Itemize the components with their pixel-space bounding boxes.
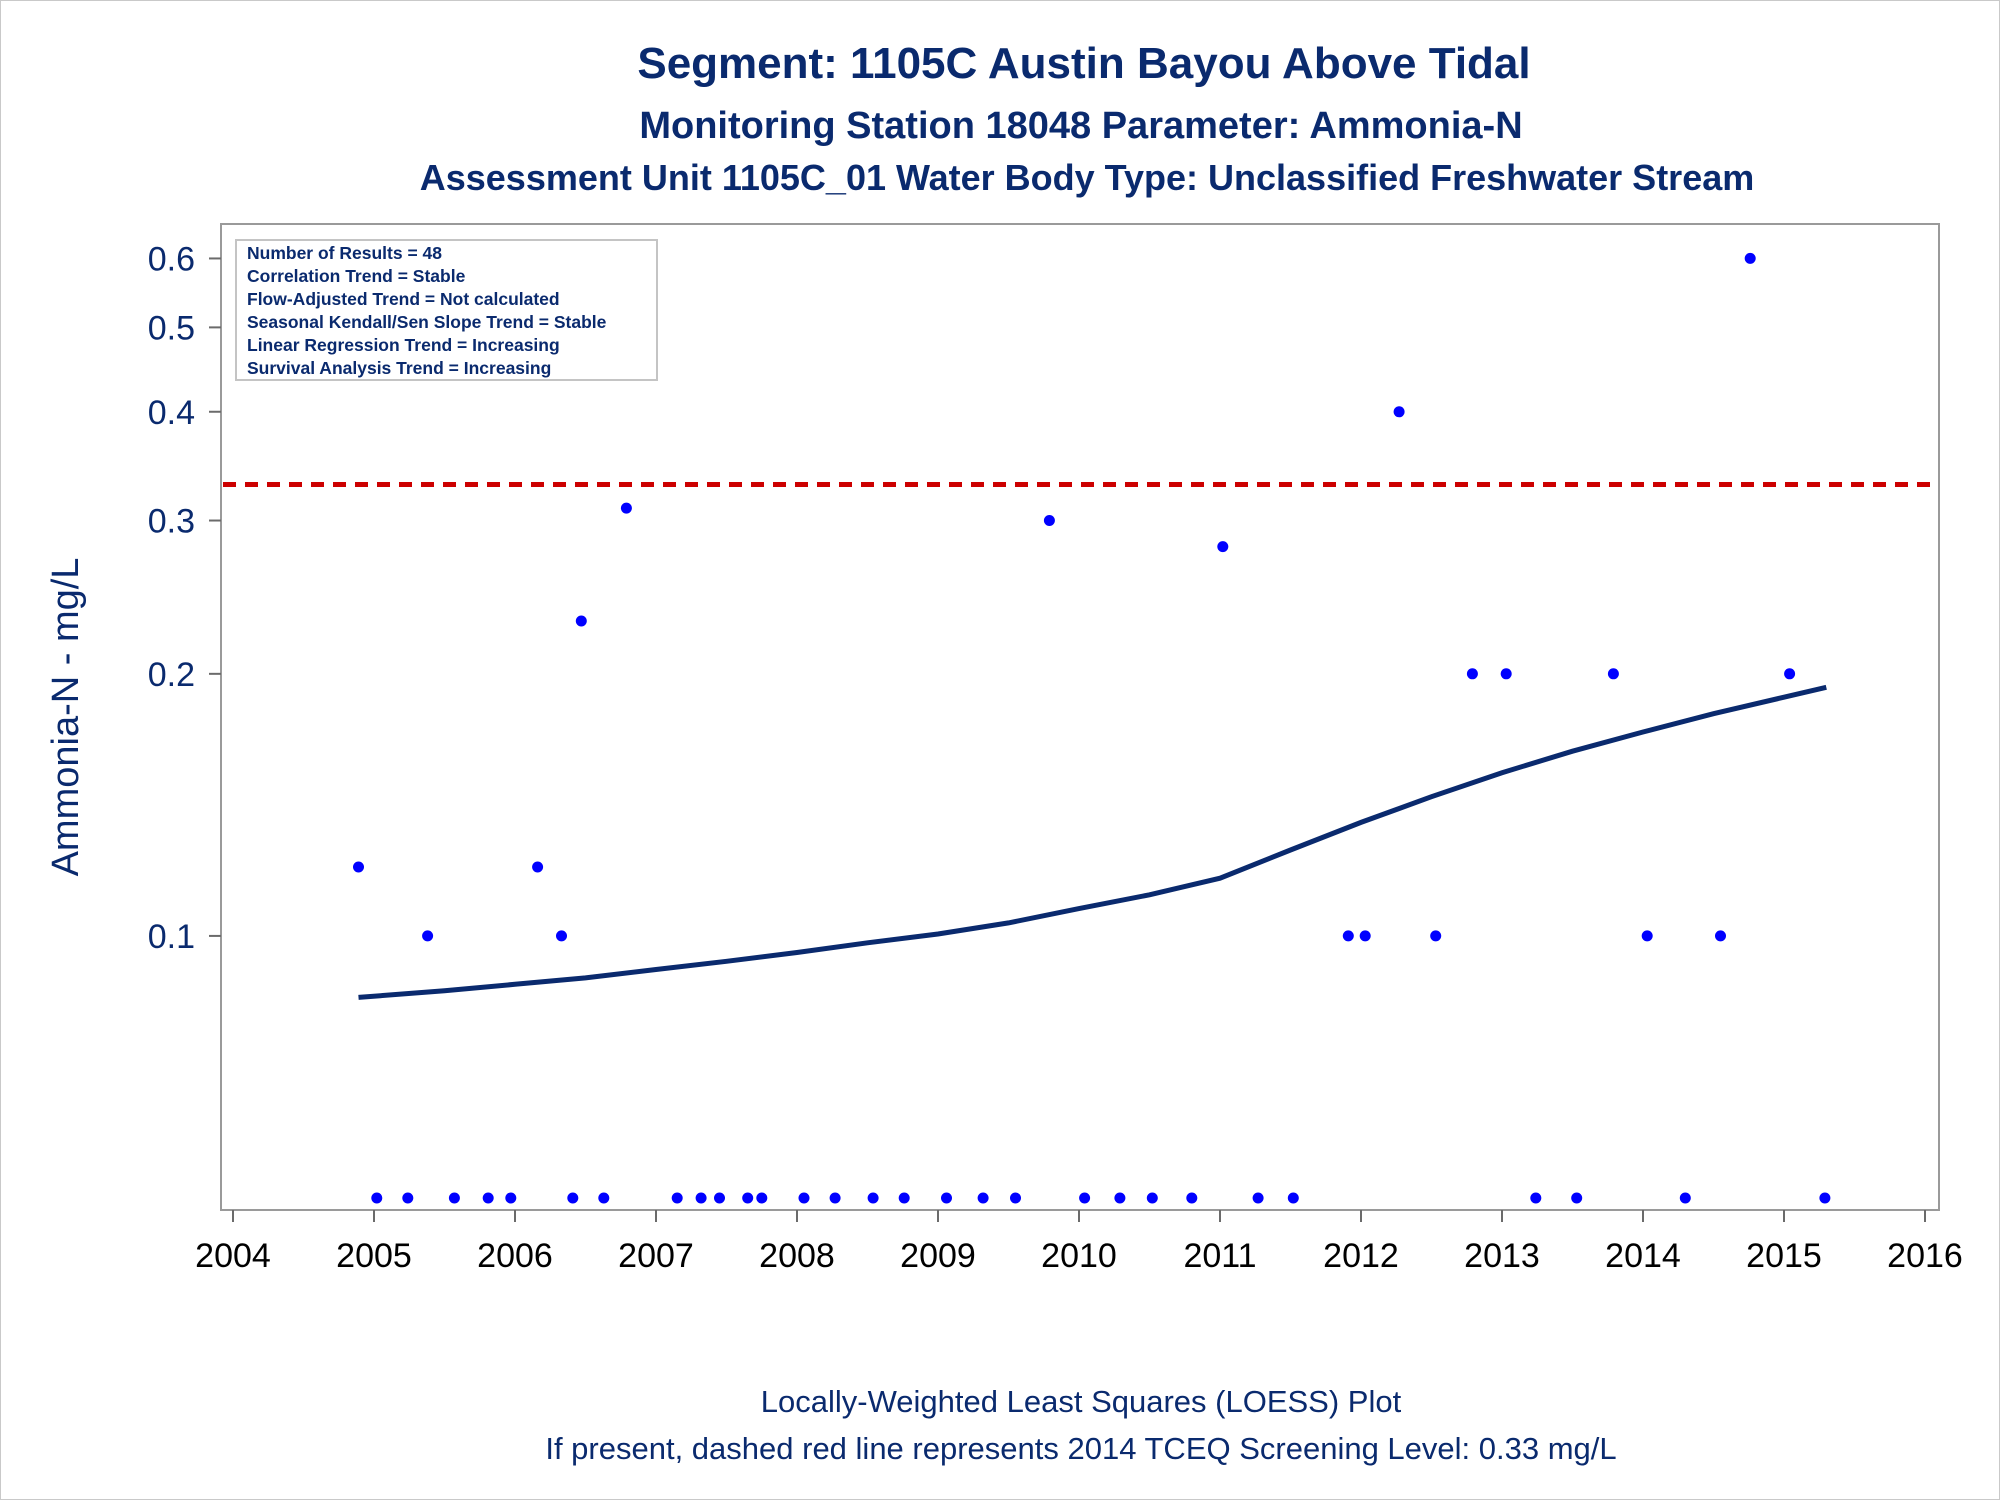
data-point bbox=[567, 1192, 579, 1204]
scatter-points bbox=[353, 252, 1831, 1204]
x-tick-label: 2005 bbox=[336, 1237, 412, 1275]
x-tick-label: 2004 bbox=[195, 1237, 271, 1275]
data-point bbox=[671, 1192, 683, 1204]
data-point bbox=[1744, 252, 1756, 264]
x-tick-label: 2006 bbox=[477, 1237, 553, 1275]
data-point bbox=[1500, 668, 1512, 680]
data-point bbox=[402, 1192, 414, 1204]
data-point bbox=[1715, 930, 1726, 942]
x-tick-label: 2009 bbox=[900, 1237, 976, 1275]
data-point bbox=[798, 1192, 810, 1204]
y-axis-label: Ammonia-N - mg/L bbox=[45, 558, 87, 877]
footnote-screening-level: If present, dashed red line represents 2… bbox=[545, 1431, 1616, 1466]
data-point bbox=[1784, 668, 1796, 680]
stats-box: Number of Results = 48 Correlation Trend… bbox=[235, 239, 658, 381]
data-point bbox=[1114, 1192, 1126, 1204]
data-point bbox=[1359, 930, 1371, 942]
data-point bbox=[1252, 1192, 1264, 1204]
data-point bbox=[482, 1192, 494, 1204]
data-point bbox=[575, 615, 587, 627]
data-point bbox=[1287, 1192, 1299, 1204]
data-point bbox=[1641, 930, 1653, 942]
stats-line-linear-regression: Linear Regression Trend = Increasing bbox=[247, 335, 560, 355]
y-tick-label: 0.3 bbox=[148, 503, 195, 541]
x-tick-label: 2012 bbox=[1323, 1237, 1399, 1275]
stats-line-results: Number of Results = 48 bbox=[247, 243, 442, 263]
data-point bbox=[1010, 1192, 1021, 1204]
x-tick-label: 2010 bbox=[1041, 1237, 1117, 1275]
footnote-loess: Locally-Weighted Least Squares (LOESS) P… bbox=[761, 1384, 1402, 1419]
x-tick-label: 2014 bbox=[1605, 1237, 1681, 1275]
data-point bbox=[1530, 1192, 1542, 1204]
loess-trend-line bbox=[358, 684, 1827, 1000]
x-tick-label: 2011 bbox=[1183, 1237, 1256, 1275]
y-axis: 0.1 0.2 0.3 0.4 0.5 0.6 bbox=[148, 240, 221, 956]
stats-box-frame bbox=[235, 239, 658, 381]
data-point bbox=[1607, 668, 1619, 680]
x-tick-label: 2013 bbox=[1464, 1237, 1540, 1275]
data-point bbox=[1430, 930, 1442, 942]
stats-line-seasonal-kendall: Seasonal Kendall/Sen Slope Trend = Stabl… bbox=[247, 312, 607, 332]
data-point bbox=[977, 1192, 989, 1204]
chart-subtitle-station: Monitoring Station 18048 Parameter: Ammo… bbox=[639, 105, 1522, 147]
data-point bbox=[353, 861, 364, 873]
data-point bbox=[1079, 1192, 1091, 1204]
data-point bbox=[1146, 1192, 1158, 1204]
data-point bbox=[1819, 1192, 1831, 1204]
y-tick-label: 0.4 bbox=[148, 394, 195, 432]
data-point bbox=[1217, 541, 1229, 553]
data-point bbox=[371, 1192, 383, 1204]
data-point bbox=[1571, 1192, 1583, 1204]
data-point bbox=[714, 1192, 725, 1204]
data-point bbox=[1342, 930, 1354, 942]
data-point bbox=[1393, 406, 1405, 418]
data-point bbox=[532, 861, 544, 873]
chart-subtitle-assessment: Assessment Unit 1105C_01 Water Body Type… bbox=[420, 157, 1755, 198]
data-point bbox=[1186, 1192, 1198, 1204]
data-point bbox=[1043, 515, 1055, 526]
y-tick-label: 0.6 bbox=[148, 240, 195, 278]
x-tick-label: 2007 bbox=[618, 1237, 694, 1275]
x-axis: 2004 2005 2006 2007 2008 2009 2010 2011 2012 2013… bbox=[195, 1210, 1963, 1275]
x-tick-label: 2008 bbox=[759, 1237, 835, 1275]
y-tick-label: 0.5 bbox=[148, 309, 195, 347]
data-point bbox=[695, 1192, 707, 1204]
stats-line-survival-analysis: Survival Analysis Trend = Increasing bbox=[247, 358, 551, 378]
plot-area bbox=[220, 223, 1940, 1211]
data-point bbox=[1679, 1192, 1691, 1204]
data-point bbox=[756, 1192, 768, 1204]
data-point bbox=[1466, 668, 1478, 680]
data-point bbox=[867, 1192, 879, 1204]
x-tick-label: 2016 bbox=[1887, 1237, 1963, 1275]
data-point bbox=[620, 502, 632, 514]
data-point bbox=[829, 1192, 841, 1204]
stats-line-flow-adjusted: Flow-Adjusted Trend = Not calculated bbox=[247, 289, 560, 309]
data-point bbox=[941, 1192, 952, 1204]
y-tick-label: 0.1 bbox=[148, 918, 195, 956]
data-point bbox=[898, 1192, 910, 1204]
x-tick-label: 2015 bbox=[1746, 1237, 1822, 1275]
data-point bbox=[556, 930, 567, 942]
data-point bbox=[422, 930, 434, 942]
y-tick-label: 0.2 bbox=[148, 656, 195, 694]
data-point bbox=[742, 1192, 754, 1204]
chart-title: Segment: 1105C Austin Bayou Above Tidal bbox=[637, 39, 1530, 88]
data-point bbox=[505, 1192, 517, 1204]
data-point bbox=[598, 1192, 610, 1204]
data-point bbox=[448, 1192, 460, 1204]
stats-line-correlation: Correlation Trend = Stable bbox=[247, 266, 466, 286]
